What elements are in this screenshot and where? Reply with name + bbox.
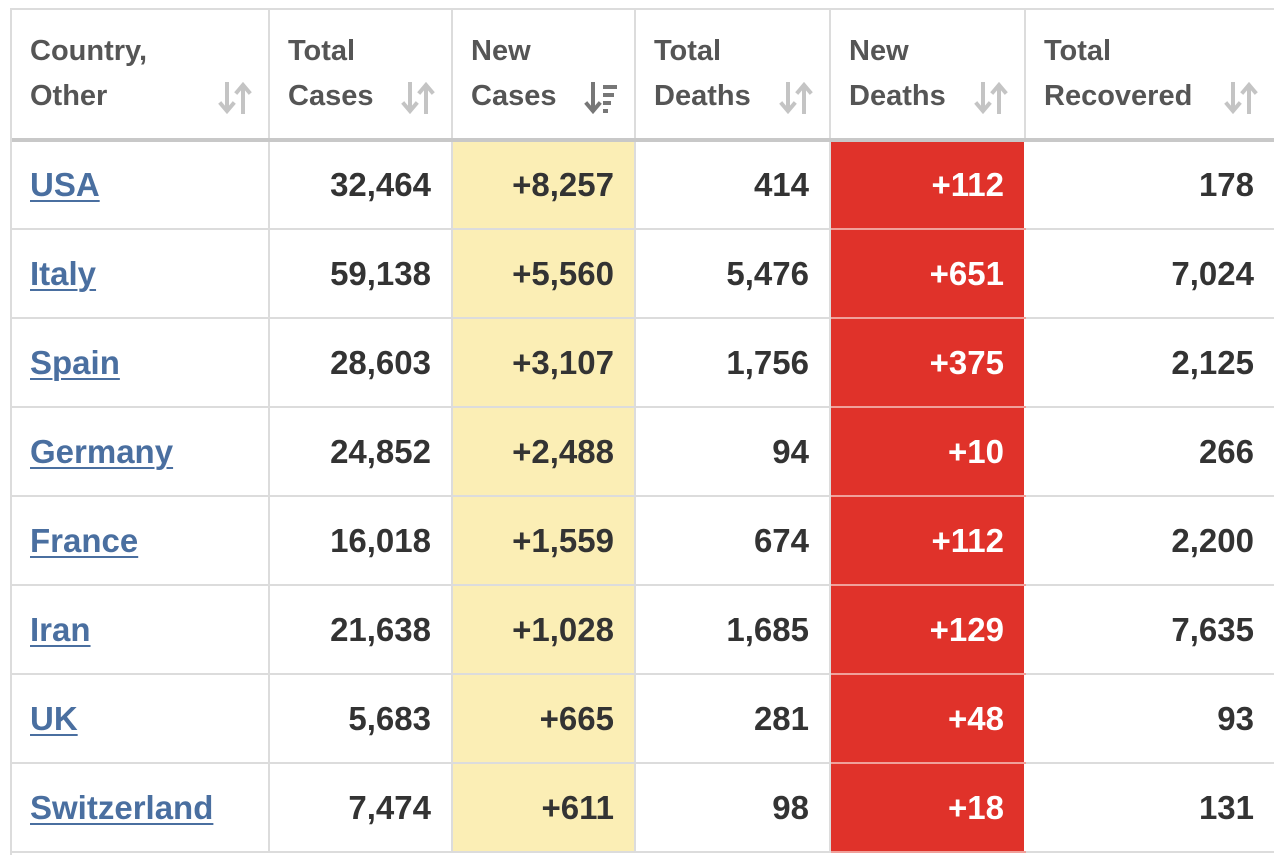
total-deaths-cell: 5,476 — [635, 229, 831, 319]
country-link[interactable]: France — [30, 521, 139, 559]
table-row: USA 32,464 +8,257 414 +112 178 — [12, 140, 1274, 230]
new-cases-cell: +1,028 — [452, 585, 636, 675]
new-deaths-cell: +10 — [830, 407, 1026, 497]
new-cases-cell: +1,559 — [452, 496, 636, 586]
country-cell: USA — [12, 140, 270, 230]
country-cell: Switzerland — [12, 763, 270, 853]
sort-arrows-icon[interactable] — [974, 80, 1008, 116]
header-label: New Cases — [471, 35, 557, 112]
header-total-cases[interactable]: Total Cases — [269, 10, 453, 142]
country-cell: Iran — [12, 585, 270, 675]
country-stats-table: Country, Other Total Cases New Cases — [12, 10, 1274, 853]
header-country[interactable]: Country, Other — [12, 10, 270, 142]
table-row: Switzerland 7,474 +611 98 +18 131 — [12, 763, 1274, 853]
new-deaths-cell: +18 — [830, 763, 1026, 853]
header-label: Total Cases — [288, 35, 374, 112]
header-label: Country, Other — [30, 35, 148, 112]
country-link[interactable]: Iran — [30, 610, 91, 648]
sort-arrows-icon[interactable] — [218, 80, 252, 116]
sort-descending-icon[interactable] — [584, 80, 618, 116]
total-deaths-cell: 674 — [635, 496, 831, 586]
total-deaths-cell: 94 — [635, 407, 831, 497]
table-row: Italy 59,138 +5,560 5,476 +651 7,024 — [12, 229, 1274, 319]
total-cases-cell: 5,683 — [269, 674, 453, 764]
table-row: Germany 24,852 +2,488 94 +10 266 — [12, 407, 1274, 497]
sort-arrows-icon[interactable] — [1224, 80, 1258, 116]
total-recovered-cell: 2,125 — [1025, 318, 1274, 408]
header-new-cases[interactable]: New Cases — [452, 10, 636, 142]
header-new-deaths[interactable]: New Deaths — [830, 10, 1026, 142]
total-recovered-cell: 2,200 — [1025, 496, 1274, 586]
table-row: UK 5,683 +665 281 +48 93 — [12, 674, 1274, 764]
total-recovered-cell: 93 — [1025, 674, 1274, 764]
new-cases-cell: +2,488 — [452, 407, 636, 497]
country-link[interactable]: Germany — [30, 432, 174, 470]
total-deaths-cell: 98 — [635, 763, 831, 853]
country-link[interactable]: Spain — [30, 343, 120, 381]
total-recovered-cell: 178 — [1025, 140, 1274, 230]
header-label: Total Deaths — [654, 35, 751, 112]
country-cell: Italy — [12, 229, 270, 319]
new-deaths-cell: +112 — [830, 496, 1026, 586]
stats-table-container: Country, Other Total Cases New Cases — [10, 8, 1274, 855]
country-link[interactable]: Switzerland — [30, 788, 214, 826]
total-cases-cell: 16,018 — [269, 496, 453, 586]
new-deaths-cell: +129 — [830, 585, 1026, 675]
new-deaths-cell: +375 — [830, 318, 1026, 408]
total-recovered-cell: 7,635 — [1025, 585, 1274, 675]
total-deaths-cell: 1,685 — [635, 585, 831, 675]
total-recovered-cell: 7,024 — [1025, 229, 1274, 319]
new-cases-cell: +8,257 — [452, 140, 636, 230]
sort-arrows-icon[interactable] — [779, 80, 813, 116]
total-deaths-cell: 281 — [635, 674, 831, 764]
new-deaths-cell: +651 — [830, 229, 1026, 319]
header-label: New Deaths — [849, 35, 946, 112]
table-row: France 16,018 +1,559 674 +112 2,200 — [12, 496, 1274, 586]
new-deaths-cell: +112 — [830, 140, 1026, 230]
table-row: Iran 21,638 +1,028 1,685 +129 7,635 — [12, 585, 1274, 675]
country-link[interactable]: UK — [30, 699, 78, 737]
country-cell: France — [12, 496, 270, 586]
country-cell: Germany — [12, 407, 270, 497]
total-cases-cell: 7,474 — [269, 763, 453, 853]
total-cases-cell: 21,638 — [269, 585, 453, 675]
new-cases-cell: +3,107 — [452, 318, 636, 408]
total-cases-cell: 59,138 — [269, 229, 453, 319]
header-total-deaths[interactable]: Total Deaths — [635, 10, 831, 142]
total-cases-cell: 32,464 — [269, 140, 453, 230]
sort-arrows-icon[interactable] — [401, 80, 435, 116]
total-deaths-cell: 414 — [635, 140, 831, 230]
new-cases-cell: +665 — [452, 674, 636, 764]
total-recovered-cell: 266 — [1025, 407, 1274, 497]
country-link[interactable]: Italy — [30, 254, 97, 292]
total-deaths-cell: 1,756 — [635, 318, 831, 408]
total-cases-cell: 28,603 — [269, 318, 453, 408]
new-cases-cell: +5,560 — [452, 229, 636, 319]
new-cases-cell: +611 — [452, 763, 636, 853]
total-cases-cell: 24,852 — [269, 407, 453, 497]
header-label: Total Recovered — [1044, 35, 1193, 112]
table-row: Spain 28,603 +3,107 1,756 +375 2,125 — [12, 318, 1274, 408]
total-recovered-cell: 131 — [1025, 763, 1274, 853]
new-deaths-cell: +48 — [830, 674, 1026, 764]
header-total-recovered[interactable]: Total Recovered — [1025, 10, 1274, 142]
country-cell: Spain — [12, 318, 270, 408]
table-header-row: Country, Other Total Cases New Cases — [12, 10, 1274, 142]
country-link[interactable]: USA — [30, 166, 100, 203]
country-cell: UK — [12, 674, 270, 764]
